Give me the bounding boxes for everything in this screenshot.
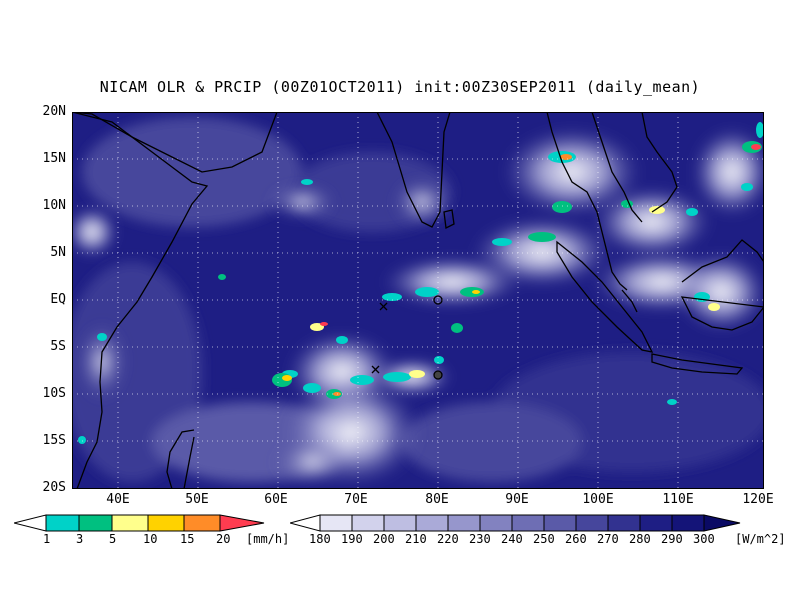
lat-label-10n: 10N	[42, 198, 66, 213]
lat-label-15s: 15S	[42, 433, 66, 448]
precip-label-1: 1	[43, 532, 51, 546]
olr-swatch-9	[575, 514, 609, 532]
precip-swatch-5	[183, 514, 221, 532]
lon-label-70e: 70E	[344, 492, 368, 507]
lat-label-10s: 10S	[42, 386, 66, 401]
lon-label-120e: 120E	[742, 492, 774, 507]
map-markers	[371, 295, 443, 380]
precip-swatch-2	[78, 514, 113, 532]
olr-swatch-5	[447, 514, 481, 532]
lat-label-15n: 15N	[42, 151, 66, 166]
precip-unit: [mm/h]	[246, 532, 290, 546]
olr-label-190: 190	[341, 532, 363, 546]
olr-swatch-3	[383, 514, 417, 532]
olr-swatch-10	[607, 514, 641, 532]
olr-label-220: 220	[437, 532, 459, 546]
lat-lon-grid	[72, 112, 764, 489]
precip-arrow-high	[219, 514, 265, 532]
circle-marker-south	[433, 370, 443, 380]
olr-label-270: 270	[597, 532, 619, 546]
precip-label-3: 3	[76, 532, 84, 546]
olr-swatch-2	[351, 514, 385, 532]
lat-label-20s: 20S	[42, 480, 66, 495]
lat-label-eq: EQ	[50, 292, 66, 307]
olr-label-210: 210	[405, 532, 427, 546]
olr-label-280: 280	[629, 532, 651, 546]
map-title: NICAM OLR & PRCIP (00Z01OCT2011) init:00…	[99, 78, 701, 96]
precip-label-20: 20	[216, 532, 231, 546]
precip-colorbar	[14, 514, 265, 532]
lon-label-90e: 90E	[505, 492, 529, 507]
map-frame	[72, 112, 764, 489]
precip-label-10: 10	[143, 532, 158, 546]
olr-colorbar	[290, 514, 741, 532]
olr-label-180: 180	[309, 532, 331, 546]
lon-label-40e: 40E	[106, 492, 130, 507]
olr-label-200: 200	[373, 532, 395, 546]
olr-swatch-7	[511, 514, 545, 532]
precip-swatch-1	[45, 514, 80, 532]
precip-swatch-4	[147, 514, 185, 532]
olr-swatch-11	[639, 514, 673, 532]
olr-swatch-1	[319, 514, 353, 532]
olr-swatch-6	[479, 514, 513, 532]
olr-label-260: 260	[565, 532, 587, 546]
lat-label-20n: 20N	[42, 104, 66, 119]
olr-label-300: 300	[693, 532, 715, 546]
olr-swatch-12	[671, 514, 705, 532]
lat-label-5n: 5N	[50, 245, 66, 260]
olr-arrow-low	[290, 514, 321, 532]
olr-label-250: 250	[533, 532, 555, 546]
precip-arrow-low	[14, 514, 47, 532]
circle-marker-north	[433, 295, 443, 305]
olr-arrow-high	[703, 514, 741, 532]
lon-label-100e: 100E	[582, 492, 614, 507]
lon-label-110e: 110E	[662, 492, 694, 507]
precip-label-15: 15	[180, 532, 195, 546]
lon-label-50e: 50E	[185, 492, 209, 507]
olr-unit: [W/m^2]	[735, 532, 786, 546]
olr-label-290: 290	[661, 532, 683, 546]
olr-swatch-8	[543, 514, 577, 532]
lon-label-60e: 60E	[264, 492, 288, 507]
lon-label-80e: 80E	[425, 492, 449, 507]
olr-label-240: 240	[501, 532, 523, 546]
cross-marker-south	[371, 365, 380, 374]
olr-swatch-4	[415, 514, 449, 532]
olr-precip-map	[72, 112, 764, 489]
cross-marker-north	[379, 302, 388, 311]
precip-patches	[78, 122, 764, 444]
precip-swatch-3	[111, 514, 149, 532]
olr-label-230: 230	[469, 532, 491, 546]
precip-label-5: 5	[109, 532, 117, 546]
coastlines	[72, 112, 764, 489]
lat-label-5s: 5S	[50, 339, 66, 354]
